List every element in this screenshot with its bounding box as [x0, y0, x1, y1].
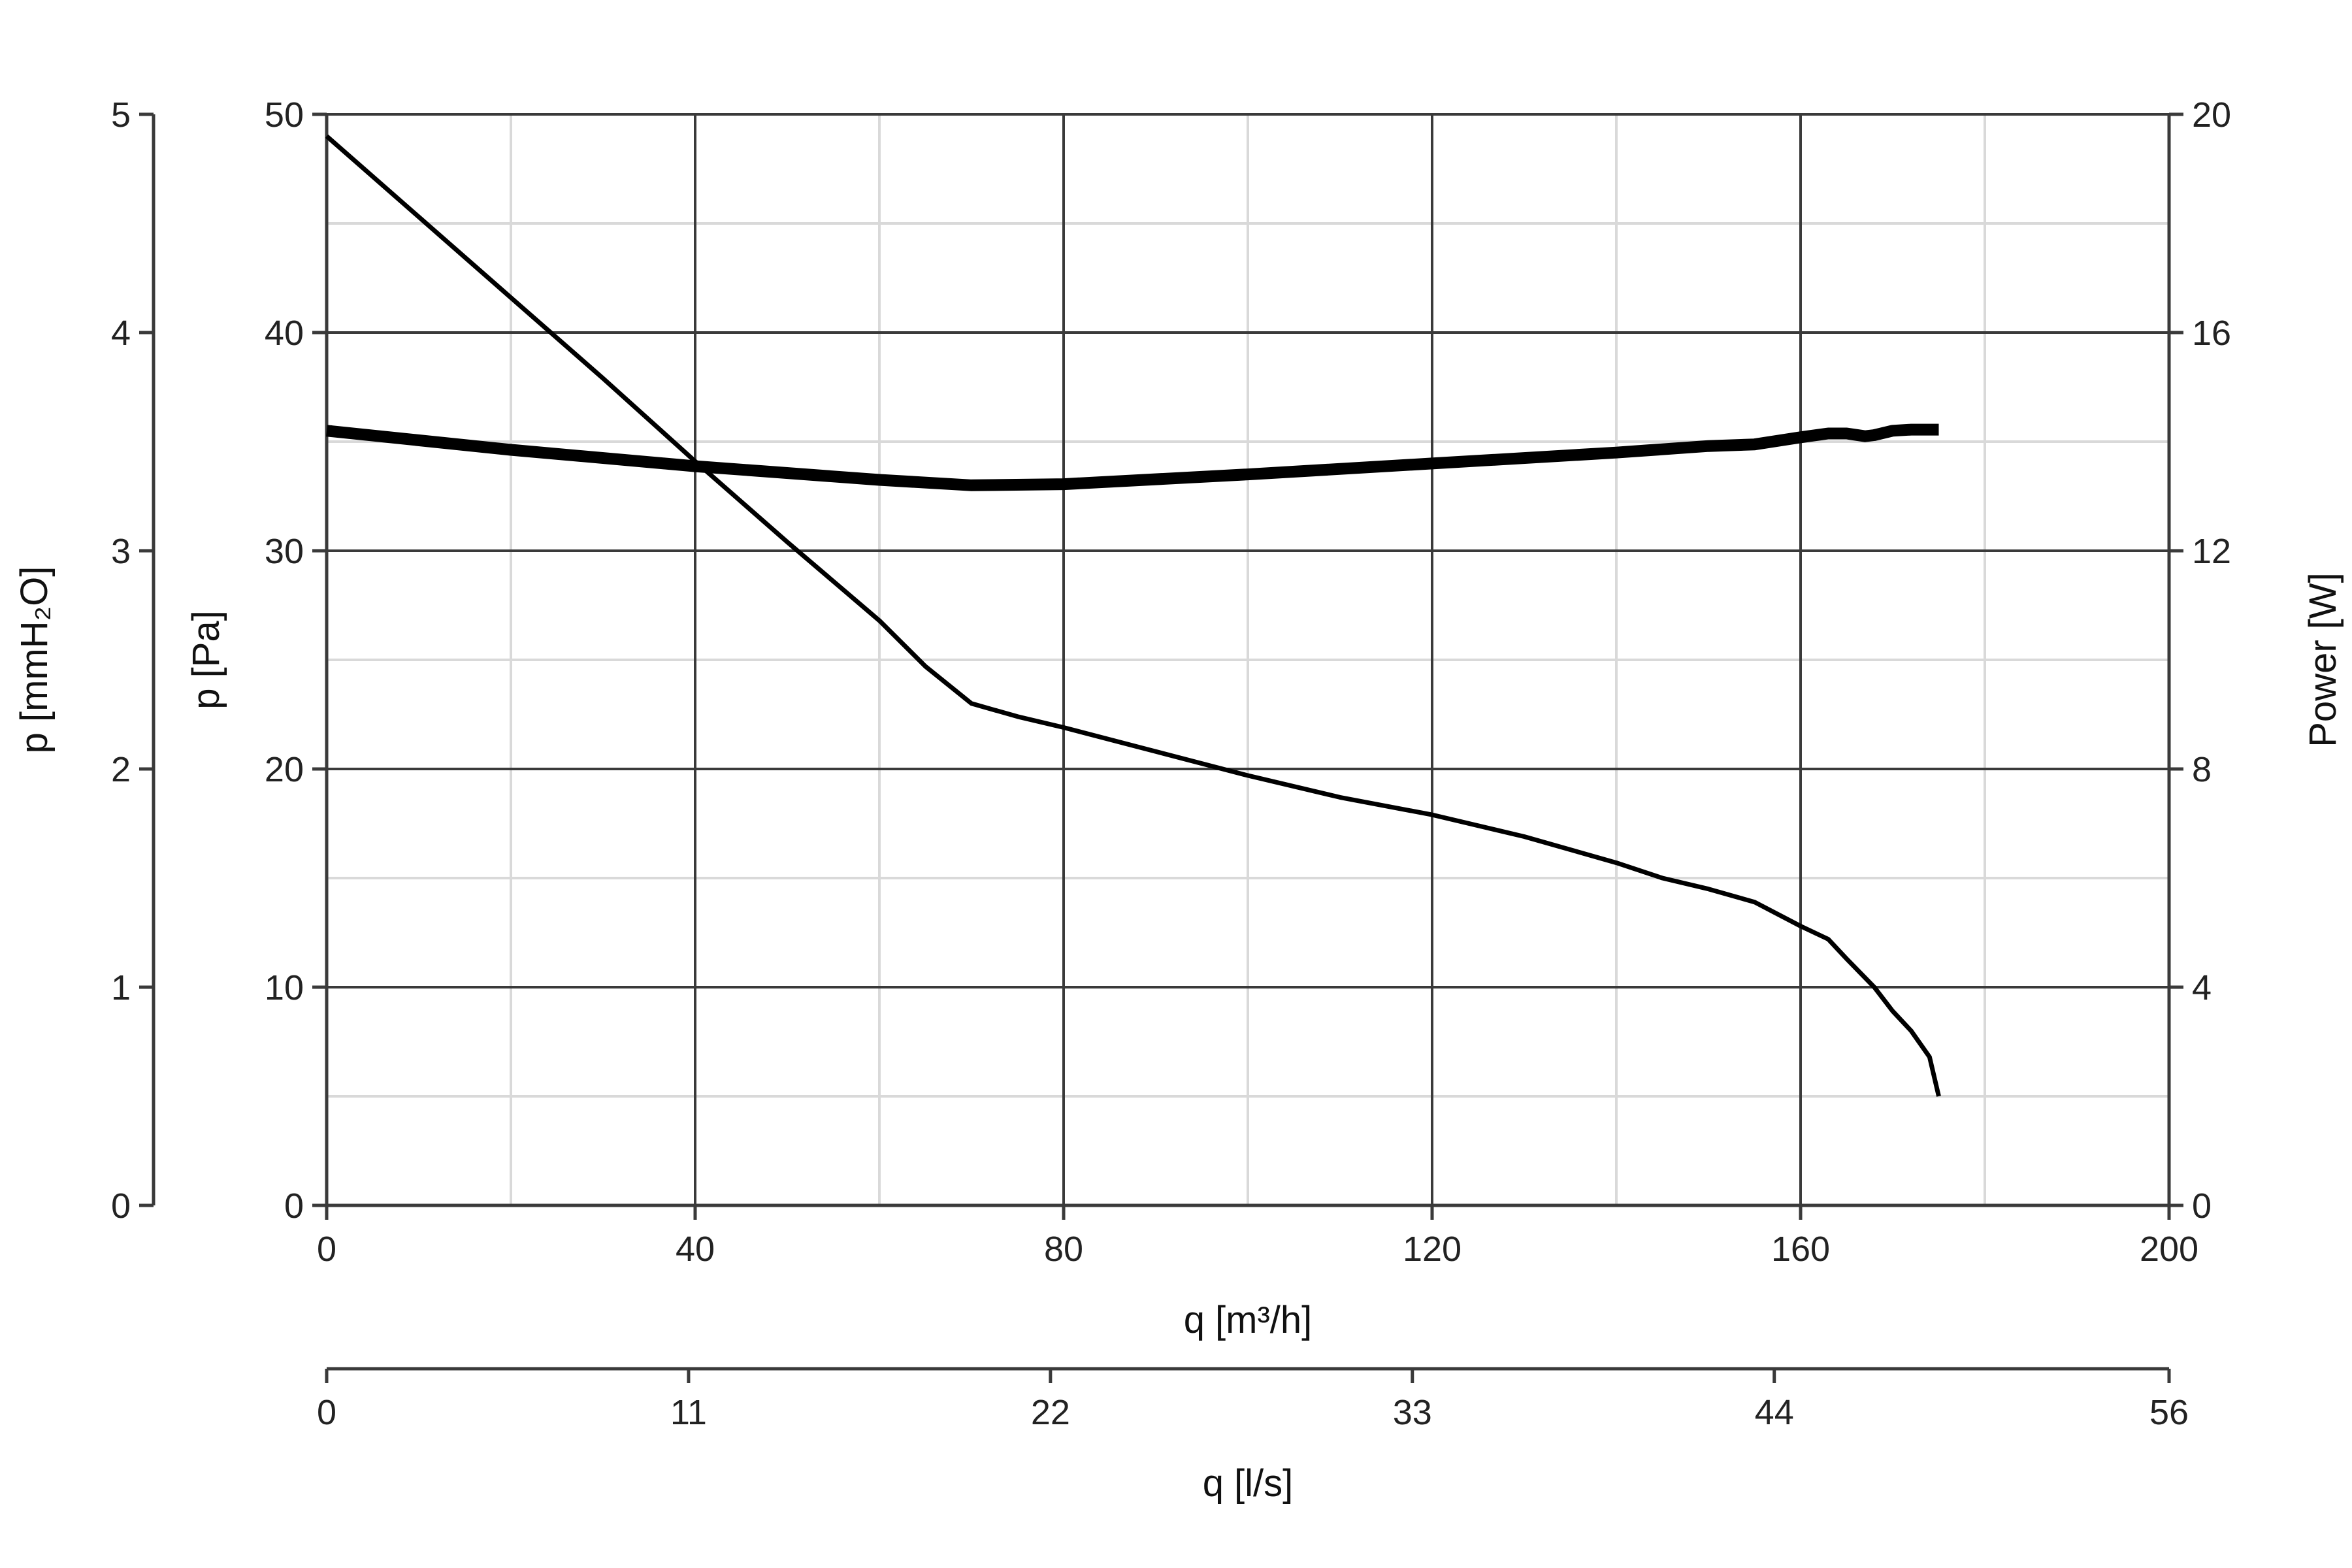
- axes: [139, 112, 2183, 1383]
- series-curves: [325, 134, 1941, 1097]
- x-tick-label: 40: [676, 1230, 715, 1269]
- outer-y-axis-title: p [mmH₂O]: [13, 566, 56, 754]
- left-y-tick-label: 20: [265, 750, 304, 789]
- right-y-tick-label: 20: [2192, 95, 2231, 135]
- outer-y-tick-label: 3: [111, 532, 131, 571]
- secondary-x-tick-label: 56: [2149, 1393, 2189, 1432]
- x-axis-title: q [m³/h]: [1184, 1299, 1313, 1341]
- left-y-tick-label: 40: [265, 314, 304, 353]
- pressure-curve: [325, 134, 1941, 1097]
- secondary-x-tick-label: 11: [670, 1393, 707, 1432]
- minor-grid: [327, 114, 2169, 1205]
- right-y-tick-label: 12: [2192, 532, 2231, 571]
- left-y-tick-label: 30: [265, 532, 304, 571]
- secondary-x-tick-label: 0: [317, 1393, 336, 1432]
- right-y-axis-title: Power [W]: [2302, 572, 2344, 747]
- x-tick-label: 0: [317, 1230, 336, 1269]
- outer-y-tick-label: 5: [111, 95, 131, 135]
- secondary-x-tick-label: 44: [1755, 1393, 1794, 1432]
- right-y-tick-label: 0: [2192, 1186, 2212, 1226]
- left-y-tick-label: 10: [265, 968, 304, 1007]
- right-y-tick-label: 4: [2192, 968, 2212, 1007]
- secondary-x-axis-title: q [l/s]: [1203, 1462, 1294, 1505]
- secondary-x-tick-label: 33: [1393, 1393, 1432, 1432]
- right-y-tick-label: 16: [2192, 314, 2231, 353]
- x-tick-label: 80: [1044, 1230, 1083, 1269]
- y-axis-title: p [Pa]: [185, 610, 227, 710]
- left-y-tick-label: 0: [284, 1186, 304, 1226]
- x-tick-label: 200: [2140, 1230, 2198, 1269]
- outer-y-tick-label: 2: [111, 750, 131, 789]
- outer-y-tick-label: 0: [111, 1186, 131, 1226]
- x-tick-label: 160: [1771, 1230, 1830, 1269]
- secondary-x-tick-label: 22: [1031, 1393, 1070, 1432]
- right-y-tick-label: 8: [2192, 750, 2212, 789]
- x-tick-label: 120: [1403, 1230, 1462, 1269]
- left-y-tick-label: 50: [265, 95, 304, 135]
- power-curve: [326, 423, 1939, 491]
- outer-y-tick-label: 4: [111, 314, 131, 353]
- major-grid: [327, 114, 2169, 1205]
- outer-y-tick-label: 1: [111, 968, 131, 1007]
